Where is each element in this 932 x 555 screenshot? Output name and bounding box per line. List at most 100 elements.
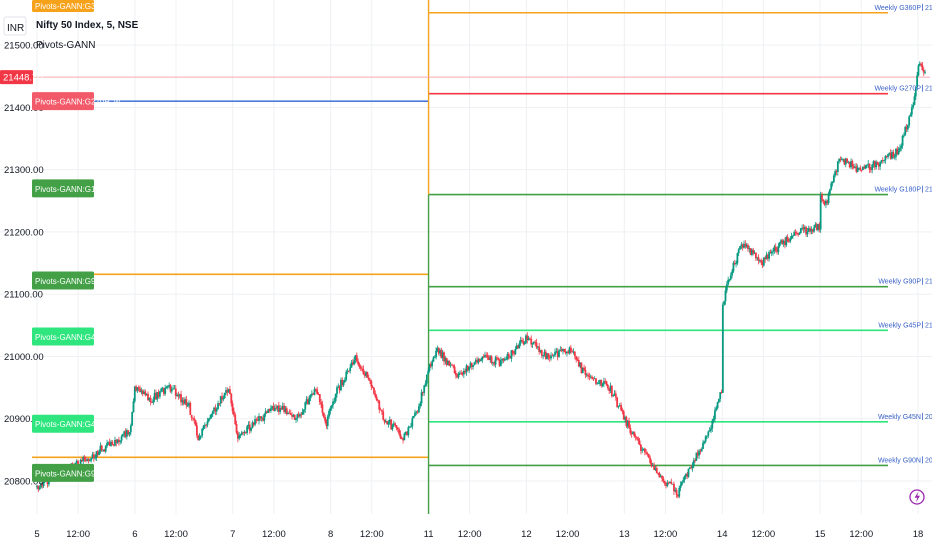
candle-body [630,433,633,435]
candle-body [366,372,369,378]
candle-body [42,480,45,487]
candle-body [525,335,527,343]
candle-body [761,262,764,266]
bolt-icon[interactable] [909,489,925,505]
candle-body [723,301,726,305]
y-tick-label: 20900.00 [4,414,44,425]
candle-body [843,159,846,165]
candle-body [647,454,650,458]
candle-body [564,351,567,354]
line-label-price: 214 [925,86,932,93]
candle-body [90,458,93,461]
currency-box[interactable] [3,16,27,36]
candle-body [199,435,202,437]
candle-body [133,386,136,402]
candle-body [266,411,268,414]
candle-body [374,393,377,397]
candle-body [449,364,452,366]
candle-body [375,396,378,401]
candle-body [341,379,344,386]
candle-body [831,182,834,184]
candle-body [628,420,630,428]
candle-body [846,158,848,163]
candle-body [210,413,213,418]
candle-body [544,351,547,359]
candle-body [440,350,443,359]
candle-body [827,193,830,204]
candle-body [81,459,83,462]
candle-body [744,243,747,247]
candle-body [913,96,916,105]
symbol-title[interactable]: Nifty 50 Index, 5, NSE [36,20,139,31]
candle-body [355,355,358,362]
candle-body [410,426,412,428]
candle-body [881,160,884,161]
candle-body [778,242,781,247]
candle-body [909,114,912,117]
candle-body [239,434,242,436]
candle-body [267,409,270,414]
candle-body [558,350,560,357]
x-tick-label: 12:00 [751,529,775,540]
candle-body [149,397,152,403]
candle-body [164,388,167,394]
indicator-badge-label: Pivots-GANN:G45P_w [35,333,116,342]
candle-body [836,161,839,172]
candle-body [433,357,436,358]
line-label: Weekly G180P [874,187,921,194]
candle-body [169,385,172,392]
candle-body [258,416,260,421]
candle-body [370,381,373,387]
y-axis[interactable]: 21500.00 21400.00 21300.00 21200.00 21100.00… [4,41,44,488]
candle-body [686,473,689,477]
candle-body [799,228,802,234]
candle-body [153,392,156,400]
x-tick-label: 12:00 [654,529,678,540]
candle-body [695,452,698,461]
x-axis[interactable]: 5 12:00 6 12:00 7 12:00 8 12:00 11 12:00 12 12:00 13… [34,529,923,540]
indicator-name[interactable]: Pivots-GANN [36,40,95,51]
candle-body [645,452,648,454]
candle-body [662,478,665,481]
candle-body [414,412,416,417]
candle-body [626,420,629,427]
candle-body [296,414,299,419]
candle-body [596,383,599,385]
candle-body [349,367,352,372]
candle-body [892,152,895,158]
candle-body [437,347,440,354]
candle-body [696,452,699,456]
x-tick-label: 12 [521,529,532,540]
candle-body [337,386,340,388]
candle-body [112,444,115,446]
x-tick-label: 12:00 [849,529,873,540]
candle-body [480,359,482,362]
candle-body [852,166,855,168]
candle-body [711,420,714,429]
candle-body [731,271,734,276]
candle-body [640,444,642,451]
y-tick-label: 21400.00 [4,103,44,114]
candle-body [577,360,580,367]
candle-body [522,341,525,344]
candle-body [654,467,657,470]
candle-body [114,439,116,446]
candle-body [321,404,324,413]
candle-body [182,400,185,404]
candle-body [562,348,564,351]
candle-body [814,224,817,228]
candle-body [866,164,868,166]
candle-body [905,126,908,130]
candle-body [41,483,44,487]
candle-body [728,279,731,281]
candle-body [277,405,280,412]
candle-body [661,475,663,479]
candle-body [289,413,292,416]
candle-body [252,422,255,425]
candle-body [310,393,313,396]
candle-body [103,449,106,452]
candle-body [264,411,267,414]
candle-body [451,364,453,366]
